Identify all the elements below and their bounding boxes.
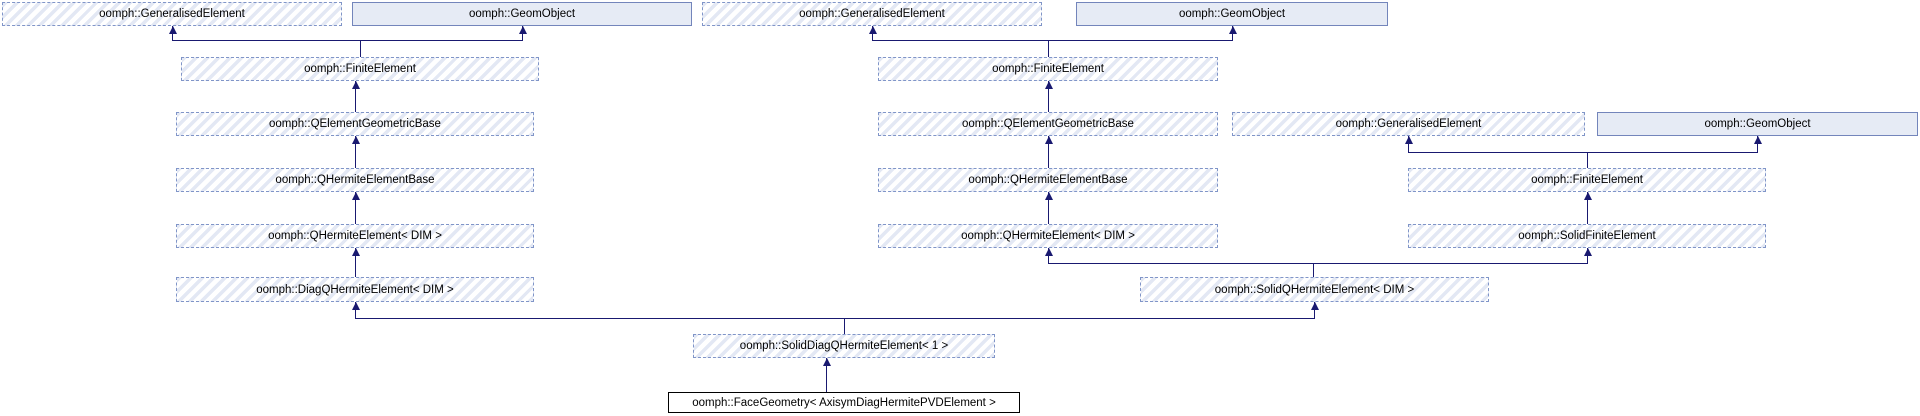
class-node-geom-object-2[interactable]: oomph::GeomObject xyxy=(1076,2,1388,26)
inheritance-edge-q-hermite-element-base-2-to-q-element-geometric-base-2 xyxy=(1048,136,1049,168)
inheritance-edge-solid-diag-q-hermite-element-to-diag-q-hermite-element xyxy=(355,318,845,319)
inheritance-edge-finite-element-3-to-generalised-element-3 xyxy=(1408,152,1588,153)
inheritance-edge-solid-diag-q-hermite-element-to-solid-q-hermite-element xyxy=(844,318,845,334)
edge-arrowhead-icon xyxy=(169,26,177,34)
class-node-generalised-element-2[interactable]: oomph::GeneralisedElement xyxy=(702,2,1042,26)
class-node-q-hermite-element-base-1[interactable]: oomph::QHermiteElementBase xyxy=(176,168,534,192)
edge-arrowhead-icon xyxy=(1045,248,1053,256)
inheritance-edge-solid-diag-q-hermite-element-to-diag-q-hermite-element xyxy=(355,302,356,318)
class-node-finite-element-3[interactable]: oomph::FiniteElement xyxy=(1408,168,1766,192)
inheritance-edge-finite-element-3-to-generalised-element-3 xyxy=(1408,136,1409,152)
inheritance-edge-q-hermite-element-1-to-q-hermite-element-base-1 xyxy=(355,192,356,224)
edge-arrowhead-icon xyxy=(1045,81,1053,89)
edge-arrowhead-icon xyxy=(352,81,360,89)
edge-arrowhead-icon xyxy=(1584,192,1592,200)
edge-arrowhead-icon xyxy=(352,248,360,256)
class-node-geom-object-3[interactable]: oomph::GeomObject xyxy=(1597,112,1918,136)
class-node-generalised-element-3[interactable]: oomph::GeneralisedElement xyxy=(1232,112,1585,136)
inheritance-edge-finite-element-2-to-generalised-element-2 xyxy=(872,40,1049,41)
edge-arrowhead-icon xyxy=(1405,136,1413,144)
inheritance-edge-solid-finite-element-to-finite-element-3 xyxy=(1587,192,1588,224)
edge-arrowhead-icon xyxy=(1045,192,1053,200)
inheritance-edge-finite-element-3-to-geom-object-3 xyxy=(1587,152,1758,153)
inheritance-edge-q-element-geometric-base-2-to-finite-element-2 xyxy=(1048,81,1049,112)
inheritance-edge-solid-q-hermite-element-to-solid-finite-element xyxy=(1313,263,1314,277)
inheritance-edge-finite-element-1-to-geom-object-1 xyxy=(360,40,523,41)
inheritance-edge-solid-diag-q-hermite-element-to-solid-q-hermite-element xyxy=(1314,302,1315,318)
inheritance-edge-solid-diag-q-hermite-element-to-solid-q-hermite-element xyxy=(844,318,1315,319)
class-node-q-hermite-element-2[interactable]: oomph::QHermiteElement< DIM > xyxy=(878,224,1218,248)
inheritance-edge-face-geometry-to-solid-diag-q-hermite-element xyxy=(826,358,827,392)
edge-arrowhead-icon xyxy=(1045,136,1053,144)
inheritance-edge-q-hermite-element-base-1-to-q-element-geometric-base-1 xyxy=(355,136,356,168)
inheritance-edge-q-hermite-element-2-to-q-hermite-element-base-2 xyxy=(1048,192,1049,224)
inheritance-edge-finite-element-3-to-geom-object-3 xyxy=(1587,152,1588,168)
class-node-face-geometry: oomph::FaceGeometry< AxisymDiagHermitePV… xyxy=(668,392,1020,413)
inheritance-edge-finite-element-2-to-geom-object-2 xyxy=(1048,40,1049,57)
edge-arrowhead-icon xyxy=(1311,302,1319,310)
class-node-finite-element-1[interactable]: oomph::FiniteElement xyxy=(181,57,539,81)
inheritance-edge-finite-element-2-to-geom-object-2 xyxy=(1048,40,1233,41)
edge-arrowhead-icon xyxy=(1229,26,1237,34)
class-node-finite-element-2[interactable]: oomph::FiniteElement xyxy=(878,57,1218,81)
class-node-diag-q-hermite-element[interactable]: oomph::DiagQHermiteElement< DIM > xyxy=(176,277,534,302)
inheritance-edge-solid-q-hermite-element-to-solid-finite-element xyxy=(1313,263,1588,264)
class-node-q-hermite-element-1[interactable]: oomph::QHermiteElement< DIM > xyxy=(176,224,534,248)
edge-arrowhead-icon xyxy=(1584,248,1592,256)
edge-arrowhead-icon xyxy=(823,358,831,366)
edge-arrowhead-icon xyxy=(352,302,360,310)
inheritance-edge-finite-element-3-to-geom-object-3 xyxy=(1757,136,1758,152)
edge-arrowhead-icon xyxy=(352,136,360,144)
inheritance-edge-solid-q-hermite-element-to-q-hermite-element-2 xyxy=(1048,263,1314,264)
class-node-solid-finite-element[interactable]: oomph::SolidFiniteElement xyxy=(1408,224,1766,248)
edge-arrowhead-icon xyxy=(519,26,527,34)
class-node-generalised-element-1[interactable]: oomph::GeneralisedElement xyxy=(2,2,342,26)
class-node-q-element-geometric-base-2[interactable]: oomph::QElementGeometricBase xyxy=(878,112,1218,136)
class-node-solid-diag-q-hermite-element[interactable]: oomph::SolidDiagQHermiteElement< 1 > xyxy=(693,334,995,358)
inheritance-edge-diag-q-hermite-element-to-q-hermite-element-1 xyxy=(355,248,356,277)
class-node-solid-q-hermite-element[interactable]: oomph::SolidQHermiteElement< DIM > xyxy=(1140,277,1489,302)
edge-arrowhead-icon xyxy=(1754,136,1762,144)
class-node-q-hermite-element-base-2[interactable]: oomph::QHermiteElementBase xyxy=(878,168,1218,192)
class-node-q-element-geometric-base-1[interactable]: oomph::QElementGeometricBase xyxy=(176,112,534,136)
edge-arrowhead-icon xyxy=(869,26,877,34)
inheritance-edge-q-element-geometric-base-1-to-finite-element-1 xyxy=(355,81,356,112)
inheritance-edge-finite-element-1-to-generalised-element-1 xyxy=(172,40,361,41)
class-node-geom-object-1[interactable]: oomph::GeomObject xyxy=(352,2,692,26)
inheritance-edge-finite-element-1-to-geom-object-1 xyxy=(360,40,361,57)
edge-arrowhead-icon xyxy=(352,192,360,200)
